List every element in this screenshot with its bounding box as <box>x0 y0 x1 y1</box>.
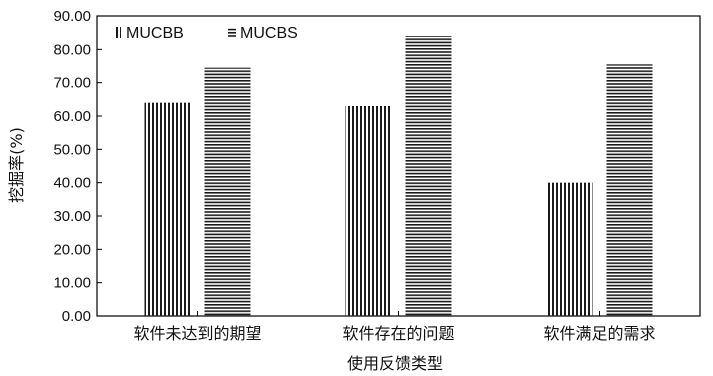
y-tick-label: 40.00 <box>53 175 91 192</box>
x-category-label: 软件满足的需求 <box>543 324 655 343</box>
y-tick-label: 90.00 <box>53 8 91 25</box>
y-tick-label: 10.00 <box>53 275 91 292</box>
y-axis-title: 挖掘率(%) <box>7 127 26 203</box>
legend-label-mucbs: MUCBS <box>240 25 298 42</box>
bar-mucbb-1 <box>144 102 191 317</box>
x-axis-title: 使用反馈类型 <box>347 354 443 373</box>
legend-label-mucbb: MUCBB <box>126 25 184 42</box>
bar-mucbs-1 <box>204 67 251 317</box>
y-tick-label: 70.00 <box>53 75 91 92</box>
bar-mucbb-3 <box>546 182 593 316</box>
y-tick-label: 30.00 <box>53 208 91 225</box>
bars <box>144 36 653 317</box>
bar-mucbb-2 <box>345 106 392 316</box>
y-tick-label: 0.00 <box>62 308 91 325</box>
legend: MUCBB MUCBS <box>115 25 298 42</box>
bar-mucbs-3 <box>606 64 653 316</box>
y-tick-label: 60.00 <box>53 108 91 125</box>
y-tick-label: 80.00 <box>53 41 91 58</box>
bar-mucbs-2 <box>405 36 452 316</box>
legend-swatch-mucbb <box>115 27 121 38</box>
x-category-label: 软件存在的问题 <box>342 324 454 343</box>
y-axis-ticks: 0.00 10.00 20.00 30.00 40.00 50.00 60.00 70.00 8… <box>53 8 102 325</box>
y-tick-label: 50.00 <box>53 141 91 158</box>
y-tick-label: 20.00 <box>53 241 91 258</box>
x-category-label: 软件未达到的期望 <box>133 324 261 343</box>
legend-swatch-mucbs <box>228 28 236 37</box>
x-axis-category-labels: 软件未达到的期望 软件存在的问题 软件满足的需求 <box>133 311 656 343</box>
